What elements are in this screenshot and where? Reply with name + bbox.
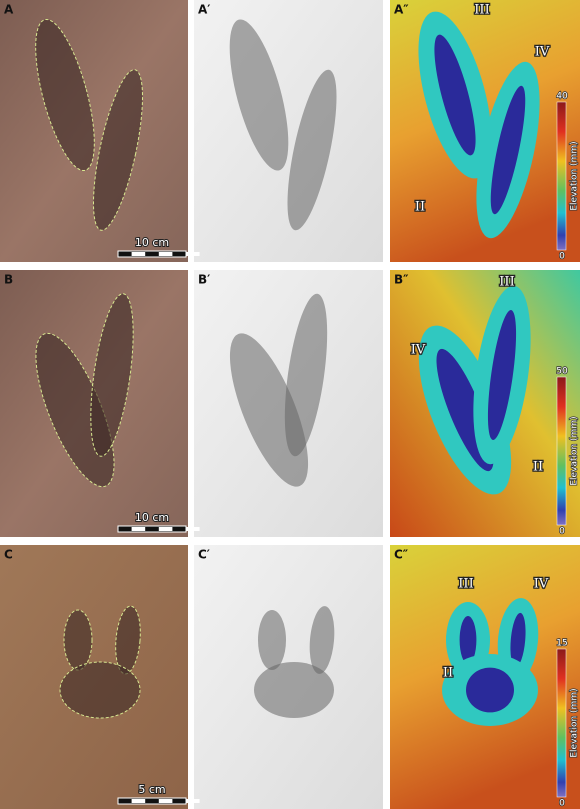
footprint <box>229 19 289 171</box>
footprint <box>490 85 526 215</box>
panel-label: C″ <box>394 548 409 562</box>
footprint <box>284 293 328 457</box>
scale-bar-segment <box>186 527 200 531</box>
panel <box>0 0 188 262</box>
scale-bar-segment <box>158 799 173 803</box>
panel <box>194 270 383 537</box>
scale-bar-label: 10 cm <box>135 511 169 524</box>
digit-label: IV <box>411 343 426 358</box>
panel <box>390 545 580 809</box>
colorbar-title: Elevation (mm) <box>570 688 580 757</box>
scale-bar-label: 5 cm <box>138 783 165 796</box>
scale-bar-segment <box>131 527 146 531</box>
panel <box>390 0 580 262</box>
colorbar-max: 50 <box>556 367 568 377</box>
colorbar <box>556 376 567 526</box>
colorbar-min: 0 <box>559 799 565 809</box>
labels: A 10 cm A′ A″ III IV II 40 0 Elevation (mm) B 10 cm… <box>4 1 580 809</box>
digit-label: II <box>415 200 425 215</box>
footprint <box>510 612 526 668</box>
scale-bar-segment <box>158 252 173 256</box>
digit-label: IV <box>535 45 550 60</box>
footprint <box>90 293 134 457</box>
colorbar-min: 0 <box>559 252 565 262</box>
panel <box>0 270 188 537</box>
panel-label: B″ <box>394 273 409 287</box>
digit-label: IV <box>534 577 549 592</box>
scale-bar <box>117 797 187 805</box>
panel-label: B′ <box>198 273 210 287</box>
panel-label: A″ <box>394 3 409 17</box>
footprint <box>115 605 141 675</box>
panel-label: A′ <box>198 3 210 17</box>
colorbar <box>556 648 567 798</box>
digit-label: III <box>458 577 473 592</box>
panel-label: C′ <box>198 548 210 562</box>
scale-bar-label: 10 cm <box>135 236 169 249</box>
footprint <box>487 310 517 440</box>
panel-image <box>194 0 383 262</box>
panel <box>194 545 383 809</box>
scale-bar <box>117 525 187 533</box>
footprint <box>466 667 514 713</box>
panel-label: B <box>4 273 13 287</box>
footprint <box>434 34 476 156</box>
colorbar-title: Elevation (mm) <box>570 416 580 485</box>
scale-bar-segment <box>131 252 146 256</box>
scale-bar-segment <box>186 252 200 256</box>
colorbar-max: 40 <box>556 92 568 102</box>
footprint <box>35 18 95 172</box>
scale-bar-segment <box>131 799 146 803</box>
colorbar-title: Elevation (mm) <box>570 141 580 210</box>
panel-label: A <box>4 3 14 17</box>
scale-bar-segment <box>186 799 200 803</box>
footprint <box>309 606 335 674</box>
colorbar-max: 15 <box>556 639 567 649</box>
digit-label: II <box>533 460 543 475</box>
panel <box>194 0 383 262</box>
colorbar <box>556 101 567 251</box>
digit-label: II <box>443 666 453 681</box>
colorbar-min: 0 <box>559 527 565 537</box>
digit-label: III <box>474 3 489 18</box>
footprint <box>258 610 286 670</box>
digit-label: III <box>499 275 514 290</box>
footprint <box>254 662 334 718</box>
footprint <box>459 616 477 664</box>
footprint <box>63 609 93 671</box>
panel <box>0 545 188 809</box>
footprint <box>287 69 337 231</box>
panel <box>390 270 580 537</box>
scale-bar-segment <box>158 527 173 531</box>
scale-bar <box>117 250 187 258</box>
panel-label: C <box>4 548 13 562</box>
footprint <box>92 69 144 231</box>
footprint <box>59 661 141 719</box>
